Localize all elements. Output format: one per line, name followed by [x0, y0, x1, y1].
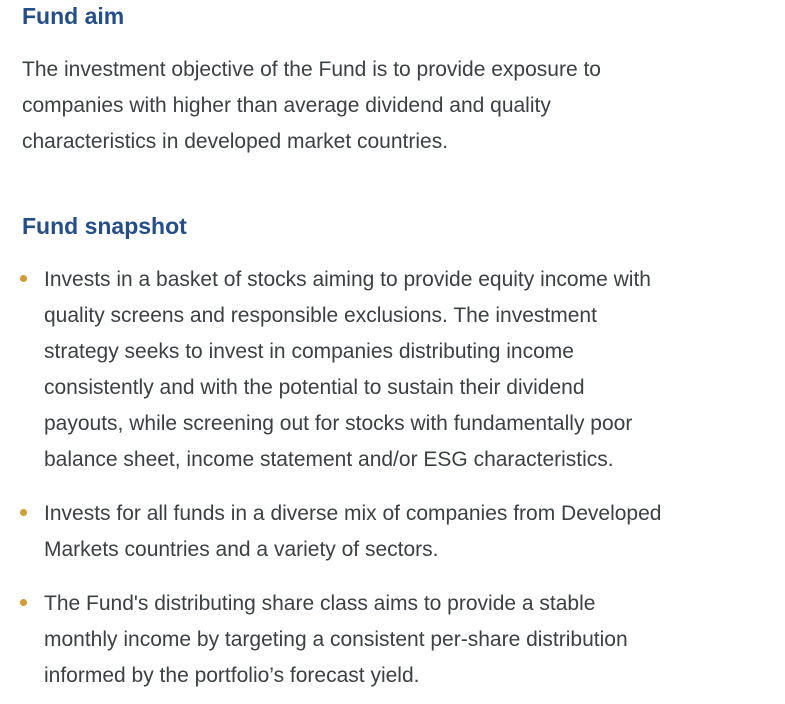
- fund-aim-heading: Fund aim: [22, 3, 125, 29]
- fund-aim-section: Fund aim The investment objective of the…: [22, 2, 755, 160]
- list-item-text: Invests in a basket of stocks aiming to …: [44, 268, 651, 471]
- list-item: Invests for all funds in a diverse mix o…: [20, 496, 755, 568]
- list-item-text: Invests for all funds in a diverse mix o…: [44, 502, 662, 561]
- list-item-text: The Fund's distributing share class aims…: [44, 592, 628, 687]
- fund-page: Fund aim The investment objective of the…: [20, 2, 755, 694]
- bullet-icon: [20, 599, 27, 606]
- bullet-icon: [20, 275, 27, 282]
- fund-snapshot-section: Fund snapshot Invests in a basket of sto…: [20, 212, 755, 694]
- fund-aim-paragraph: The investment objective of the Fund is …: [22, 58, 601, 153]
- list-item: Invests in a basket of stocks aiming to …: [20, 262, 755, 478]
- list-item: The Fund's distributing share class aims…: [20, 586, 755, 694]
- bullet-icon: [20, 509, 27, 516]
- fund-snapshot-list: Invests in a basket of stocks aiming to …: [20, 262, 755, 694]
- fund-snapshot-heading: Fund snapshot: [22, 213, 187, 239]
